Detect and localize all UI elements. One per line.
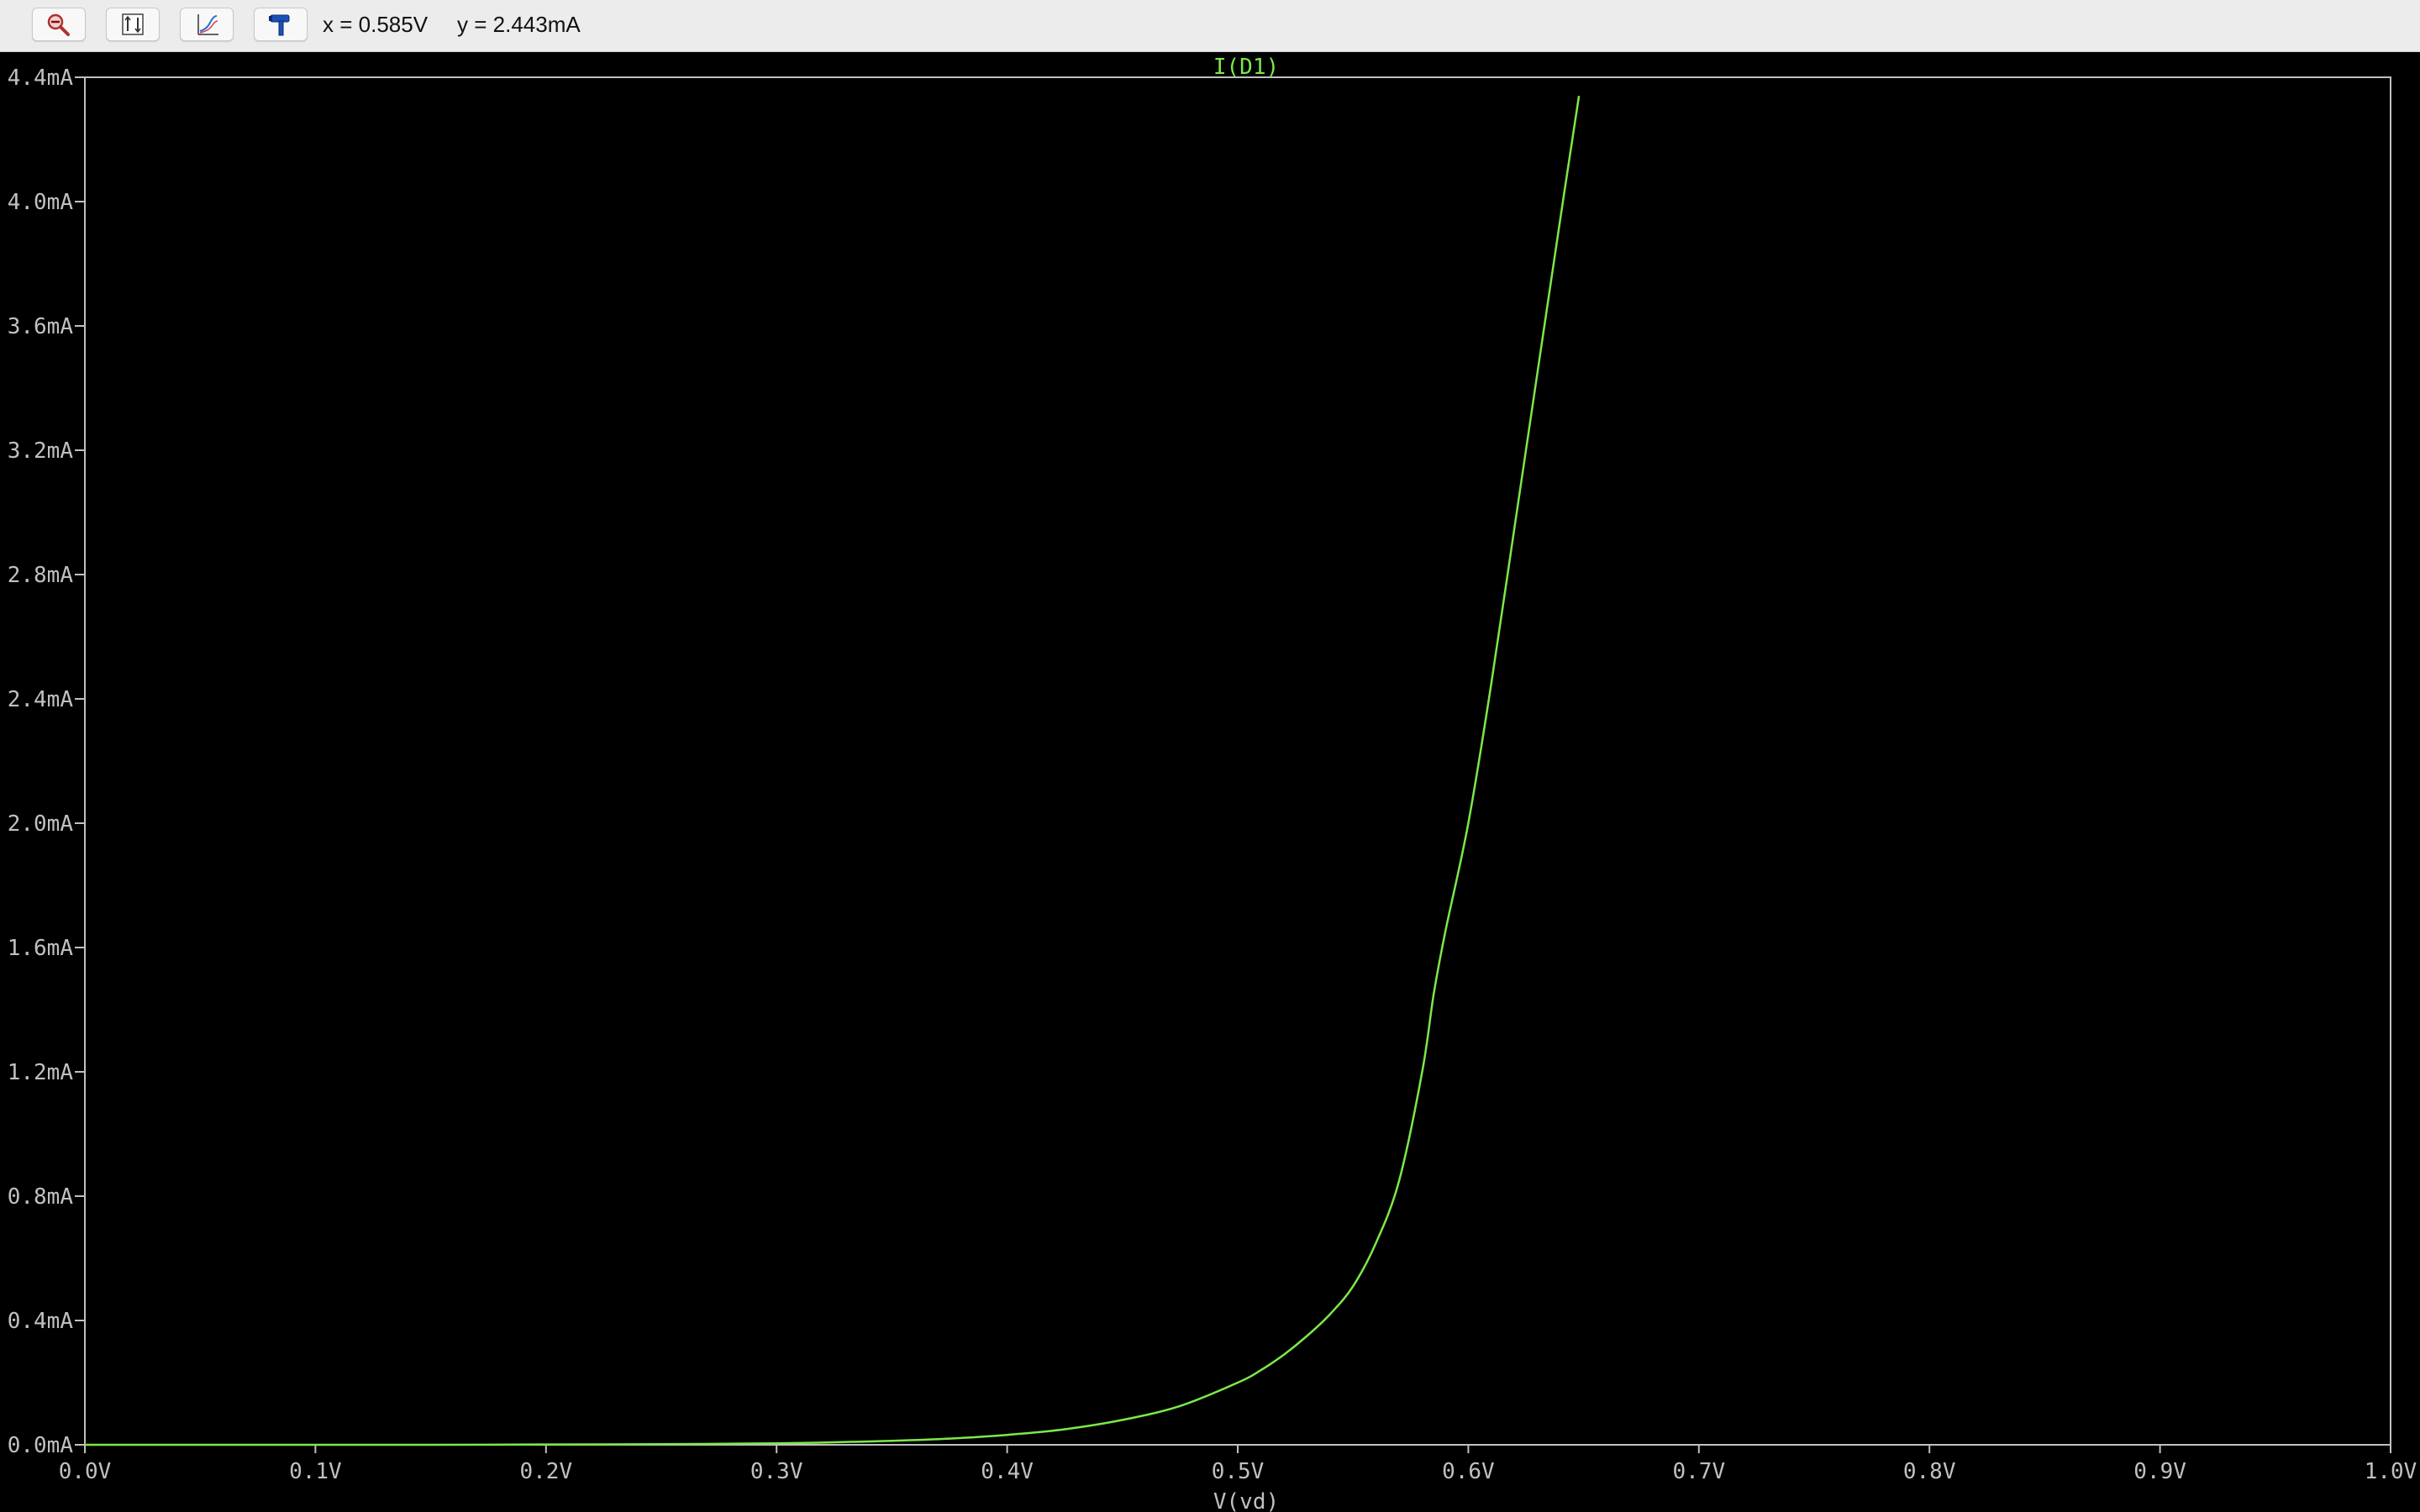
x-tick-label: 0.7V: [1672, 1459, 1725, 1484]
cursor-y-readout: y = 2.443mA: [457, 12, 581, 37]
x-tick-label: 0.1V: [289, 1459, 342, 1484]
hammer-button[interactable]: [254, 8, 308, 41]
x-tick-label: 1.0V: [2365, 1459, 2417, 1484]
y-tick-label: 0.8mA: [8, 1184, 74, 1210]
x-tick-label: 0.9V: [2133, 1459, 2186, 1484]
waveform-plot[interactable]: I(D1) V(vd) 0.0V 0.1V 0.2V 0.3V 0.4V 0.5V 0.6V 0.…: [0, 52, 2420, 1512]
y-tick-label: 2.8mA: [8, 563, 74, 588]
hammer-icon: [269, 14, 290, 36]
y-tick-label: 4.4mA: [8, 66, 74, 91]
x-tick-label: 0.3V: [750, 1459, 803, 1484]
y-tick-label: 0.4mA: [8, 1309, 74, 1334]
plot-toolbar: x = 0.585V y = 2.443mA: [0, 0, 2420, 52]
cursor-x-readout: x = 0.585V: [323, 12, 429, 37]
x-tick-label: 0.6V: [1442, 1459, 1495, 1484]
trace-i-d1[interactable]: [85, 96, 1581, 1446]
plot-settings-icon: [197, 14, 218, 35]
y-tick-label: 2.0mA: [8, 811, 74, 837]
plot-frame: [84, 76, 2391, 1446]
y-tick-label: 3.6mA: [8, 314, 74, 339]
autorange-icon: [122, 13, 144, 35]
zoom-out-icon: [47, 13, 70, 36]
x-axis-label: V(vd): [1213, 1489, 1279, 1512]
y-tick-label: 4.0mA: [8, 190, 74, 215]
x-tick-label: 0.0V: [59, 1459, 112, 1484]
autorange-button[interactable]: [106, 8, 160, 41]
x-tick-label: 0.8V: [1903, 1459, 1956, 1484]
plot-settings-button[interactable]: [180, 8, 234, 41]
y-tick-label: 0.0mA: [8, 1433, 74, 1458]
y-tick-label: 1.6mA: [8, 936, 74, 961]
zoom-out-button[interactable]: [32, 8, 86, 41]
y-tick-label: 1.2mA: [8, 1060, 74, 1085]
y-tick-label: 3.2mA: [8, 438, 74, 464]
x-tick-label: 0.5V: [1212, 1459, 1265, 1484]
x-tick-label: 0.2V: [519, 1459, 572, 1484]
trace-label[interactable]: I(D1): [1213, 55, 1279, 80]
x-tick-label: 0.4V: [981, 1459, 1034, 1484]
y-tick-label: 2.4mA: [8, 687, 74, 712]
